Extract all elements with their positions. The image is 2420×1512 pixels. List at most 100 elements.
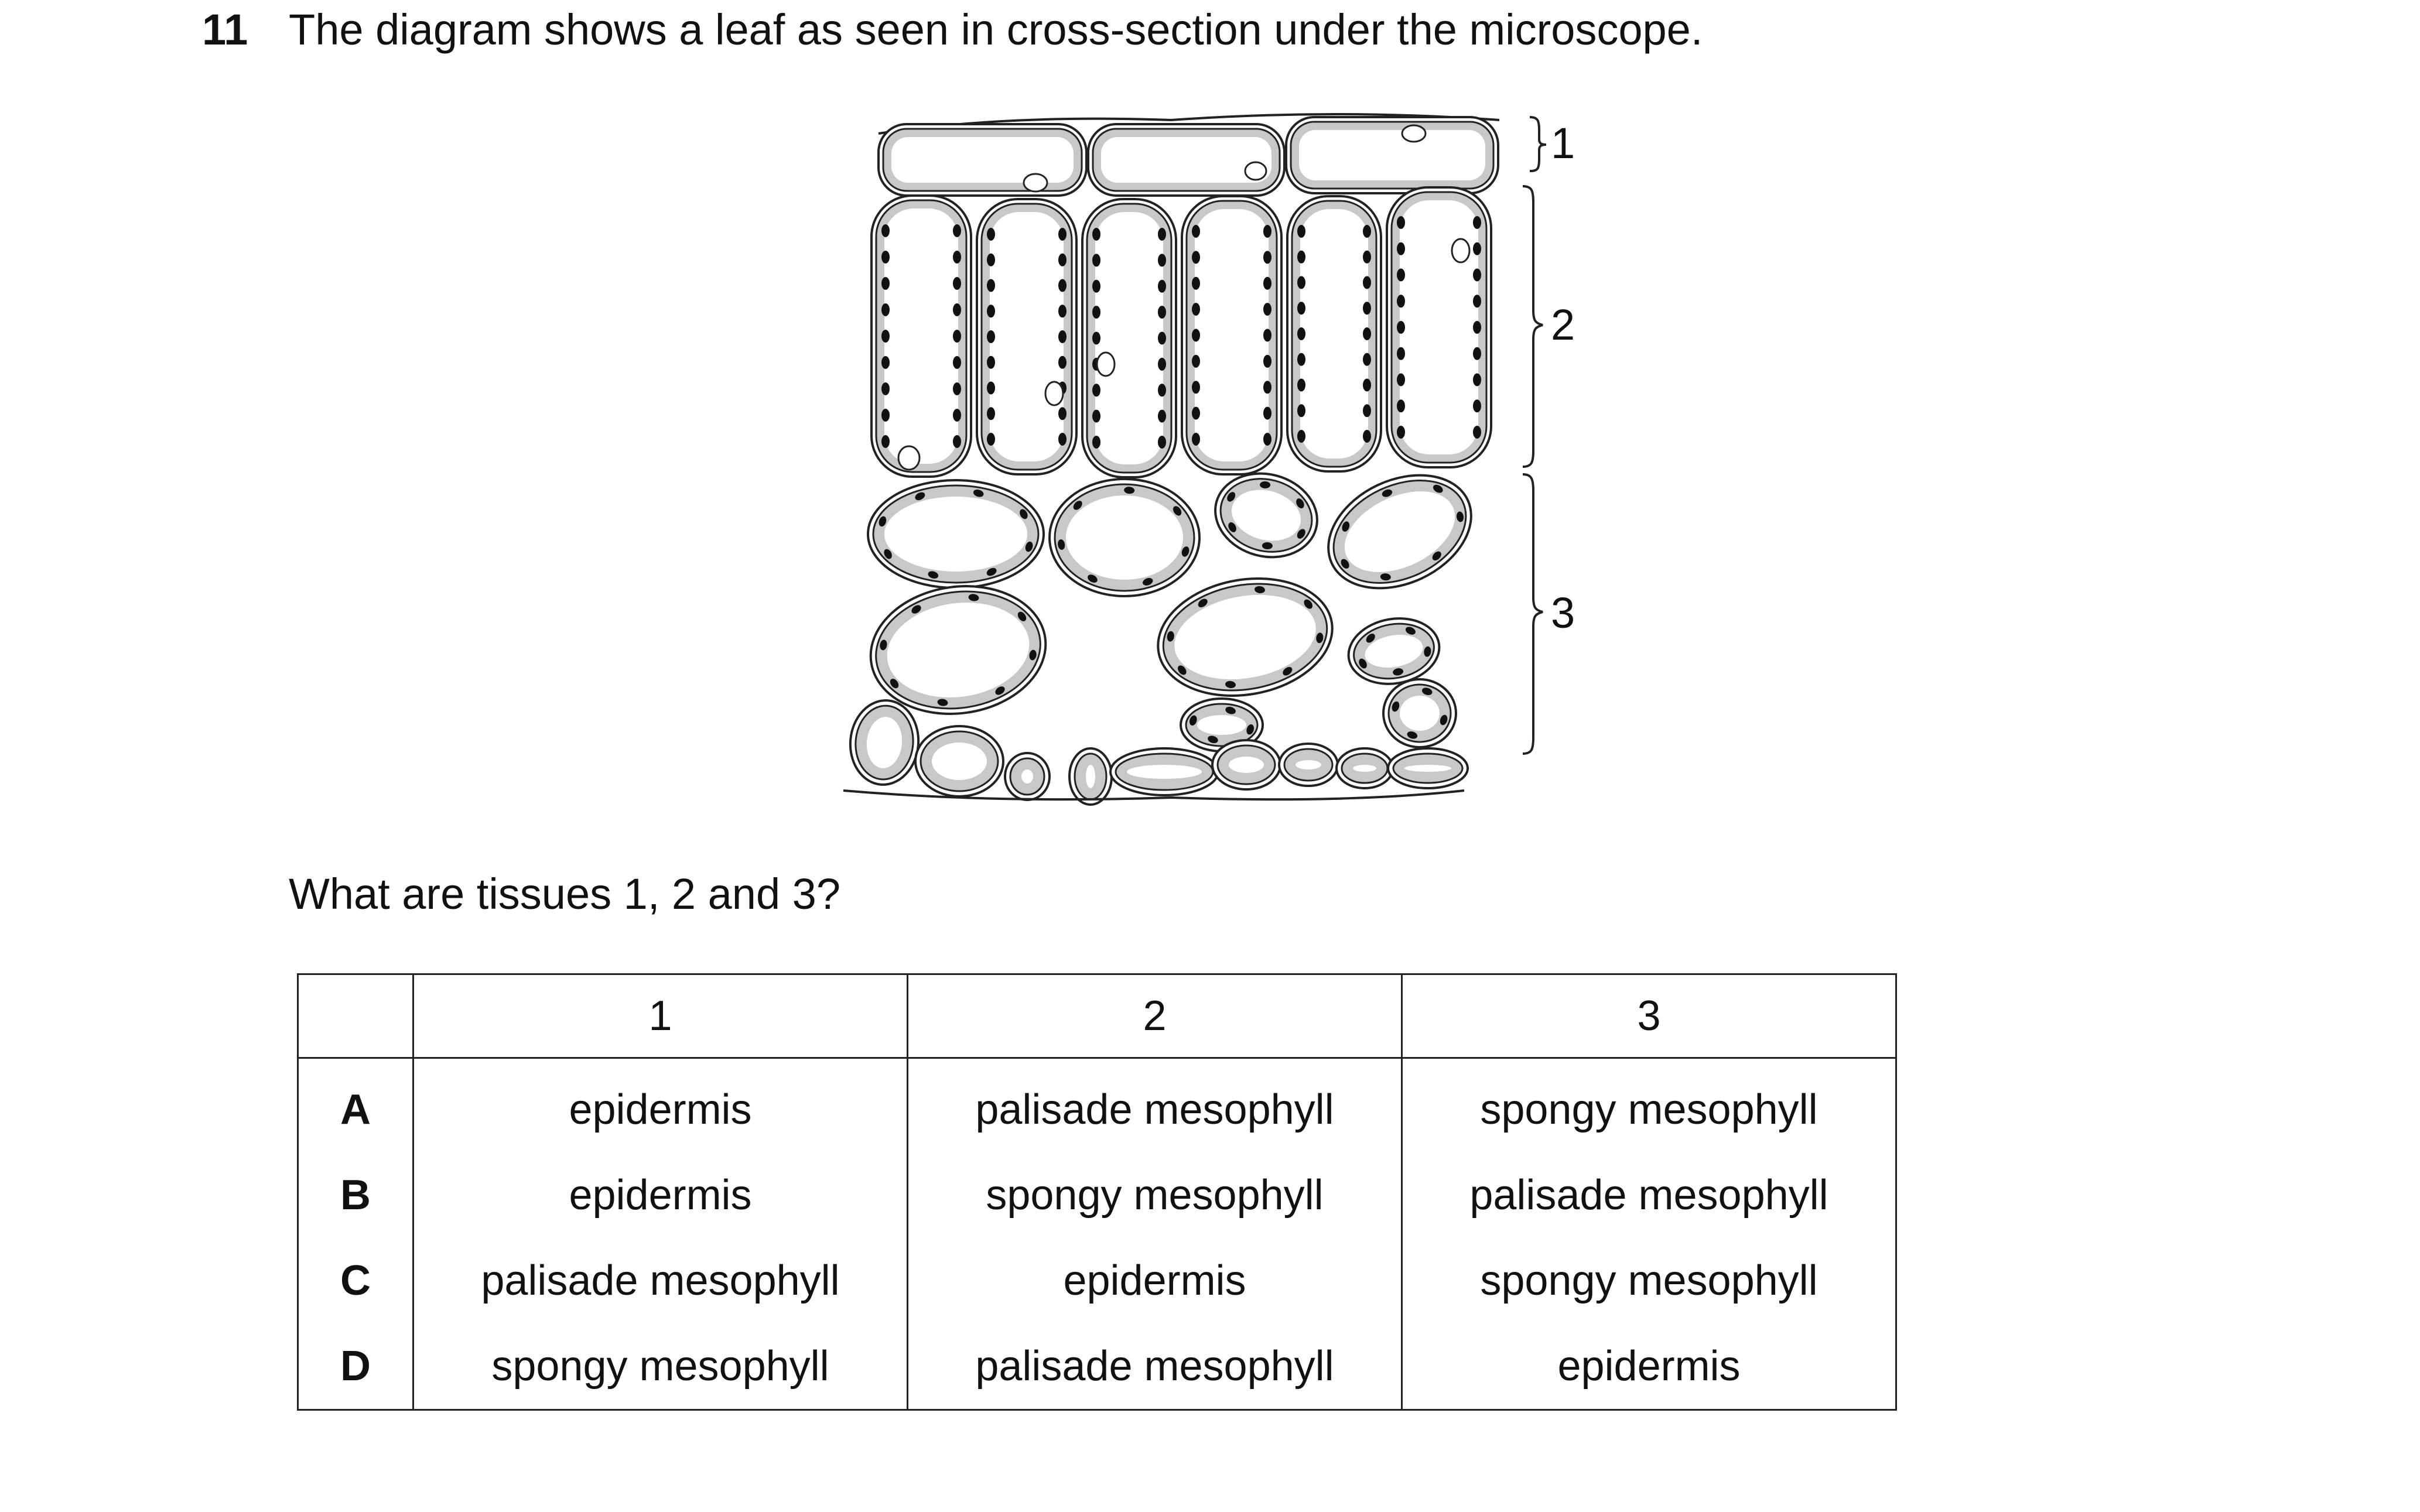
table-cell: epidermis xyxy=(1401,1323,1897,1411)
chloroplast xyxy=(1073,501,1082,510)
guard-cell-vacuole xyxy=(1086,765,1095,788)
chloroplast xyxy=(1397,242,1405,255)
chloroplast xyxy=(1440,714,1448,726)
chloroplast xyxy=(937,699,948,706)
chloroplast xyxy=(881,382,890,395)
chloroplast xyxy=(1263,354,1271,368)
chloroplast xyxy=(1225,706,1236,714)
chloroplast xyxy=(1260,481,1271,489)
chloroplast xyxy=(1473,399,1481,413)
chloroplast xyxy=(1124,487,1135,494)
chloroplast xyxy=(1297,378,1305,392)
chloroplast xyxy=(1473,295,1481,308)
chloroplast xyxy=(1246,724,1255,735)
chloroplast xyxy=(1263,329,1271,342)
palisade-cell-vacuole xyxy=(884,208,958,464)
tissue-label-3: 3 xyxy=(1551,589,1575,637)
chloroplast xyxy=(987,407,995,420)
chloroplast xyxy=(1158,228,1166,241)
chloroplast xyxy=(1424,646,1431,657)
chloroplast xyxy=(881,356,890,369)
palisade-cell-vacuole xyxy=(1300,209,1368,459)
chloroplast xyxy=(1158,436,1166,449)
chloroplast xyxy=(1297,353,1305,366)
chloroplast xyxy=(1304,599,1312,609)
chloroplast xyxy=(987,355,995,369)
chloroplast xyxy=(953,356,961,369)
spongy-cell-vacuole xyxy=(887,602,1030,698)
chloroplast xyxy=(915,492,925,501)
palisade-cell-vacuole xyxy=(1195,209,1269,461)
chloroplast xyxy=(953,303,961,316)
chloroplast xyxy=(1363,250,1371,264)
table-row: C palisade mesophyll epidermis spongy me… xyxy=(297,1238,1897,1323)
bracket-1 xyxy=(1529,116,1547,172)
chloroplast xyxy=(1158,279,1166,293)
chloroplast xyxy=(1363,327,1371,340)
chloroplast xyxy=(1283,666,1293,676)
chloroplast xyxy=(968,594,979,601)
chloroplast xyxy=(1405,627,1416,635)
epidermis-cell-vacuole xyxy=(1101,137,1271,183)
chloroplast xyxy=(953,330,961,343)
chloroplast xyxy=(1297,327,1305,340)
chloroplast xyxy=(1363,225,1371,238)
chloroplast xyxy=(1407,731,1418,739)
chloroplast xyxy=(1192,225,1200,238)
chloroplast xyxy=(1017,611,1027,621)
palisade-cell-vacuole xyxy=(1095,212,1163,464)
chloroplast xyxy=(1382,489,1393,497)
spongy-cell-vacuole xyxy=(1197,715,1246,735)
lower-epidermis-cell-vacuole xyxy=(1127,765,1202,779)
chloroplast xyxy=(928,571,939,579)
chloroplast xyxy=(1198,598,1208,608)
option-letter: C xyxy=(297,1238,414,1323)
chloroplast xyxy=(1092,279,1100,293)
chloroplast xyxy=(987,381,995,395)
chloroplast xyxy=(1192,381,1200,394)
chloroplast xyxy=(1058,407,1067,420)
leaf-cross-section-diagram: 1 2 3 xyxy=(843,113,1575,806)
question-number: 11 xyxy=(202,5,248,54)
chloroplast xyxy=(879,516,887,527)
chloroplast xyxy=(1297,302,1305,315)
table-cell: palisade mesophyll xyxy=(412,1238,908,1323)
nucleus xyxy=(897,445,921,471)
chloroplast xyxy=(1181,546,1190,557)
chloroplast xyxy=(1363,302,1371,315)
epidermis-cell-vacuole xyxy=(1299,130,1485,180)
nucleus xyxy=(1044,381,1064,406)
chloroplast xyxy=(1158,331,1166,345)
chloroplast xyxy=(1473,268,1481,282)
chloroplast xyxy=(953,277,961,290)
spongy-cell-vacuole xyxy=(1400,696,1440,731)
nucleus xyxy=(1451,238,1471,264)
lower-epidermis-cell-vacuole xyxy=(932,743,987,780)
chloroplast xyxy=(1263,225,1271,238)
palisade-cell-vacuole xyxy=(1400,200,1478,454)
chloroplast xyxy=(1363,404,1371,418)
option-letter: D xyxy=(297,1323,414,1411)
nucleus xyxy=(1244,161,1267,181)
nucleus xyxy=(1401,124,1427,143)
chloroplast xyxy=(1192,276,1200,290)
spongy-cell-vacuole xyxy=(1066,495,1183,580)
leaf-cells xyxy=(843,113,1500,806)
chloroplast xyxy=(953,435,961,448)
chloroplast xyxy=(1088,574,1098,583)
spongy-cell-vacuole xyxy=(884,497,1027,572)
chloroplast xyxy=(953,224,961,237)
chloroplast xyxy=(1397,216,1405,229)
table-cell: epidermis xyxy=(907,1238,1403,1323)
chloroplast xyxy=(1397,295,1405,308)
chloroplast xyxy=(1397,321,1405,334)
question-text: The diagram shows a leaf as seen in cros… xyxy=(289,5,1703,54)
chloroplast xyxy=(1192,303,1200,316)
chloroplast xyxy=(1092,331,1100,345)
chloroplast xyxy=(1208,736,1218,744)
chloroplast xyxy=(1020,509,1028,519)
chloroplast xyxy=(1397,373,1405,386)
nucleus xyxy=(1023,173,1048,193)
lower-cuticle xyxy=(843,789,1465,801)
lower-epidermis-cell-vacuole xyxy=(1404,765,1451,772)
